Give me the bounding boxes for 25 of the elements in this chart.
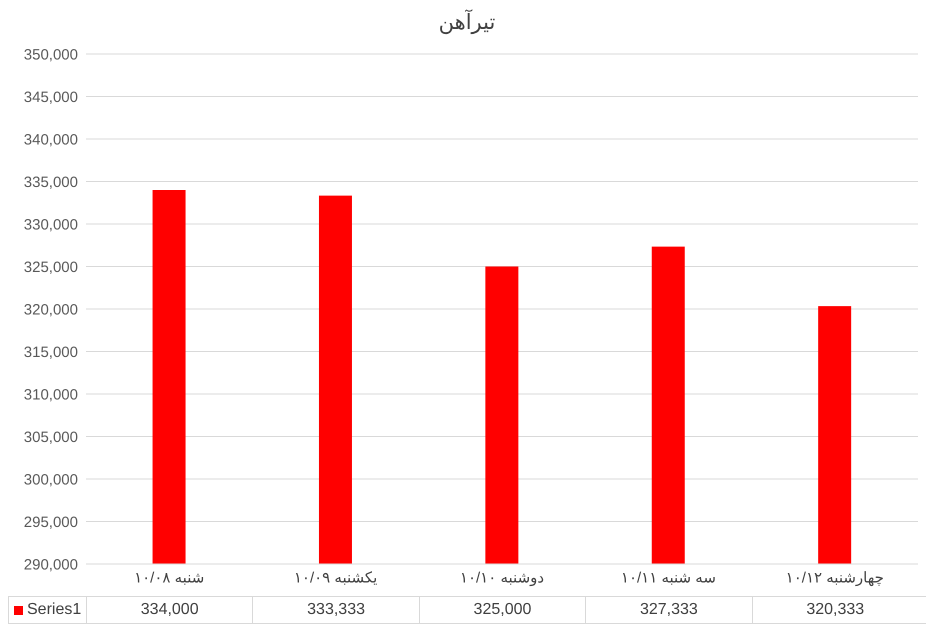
y-tick-label: 310,000 (24, 386, 78, 404)
x-tick-label: شنبه ۱۰/۰۸ (134, 570, 204, 587)
y-tick-label: 345,000 (24, 88, 78, 106)
y-tick-label: 320,000 (24, 301, 78, 318)
y-tick-label: 300,000 (24, 471, 78, 488)
data-label: 320,333 (752, 597, 918, 623)
data-label: 334,000 (86, 597, 252, 623)
data-label: 333,333 (252, 597, 419, 623)
x-tick-label: چهارشنبه ۱۰/۱۲ (786, 570, 884, 587)
legend-label: Series1 (8, 597, 86, 623)
y-tick-label: 315,000 (24, 344, 78, 361)
data-label: 325,000 (418, 597, 586, 623)
y-tick-label: 330,000 (24, 216, 78, 234)
data-label: 327,333 (585, 597, 752, 623)
y-tick-label: 305,000 (24, 428, 78, 446)
x-tick-label: دوشنبه ۱۰/۱۰ (460, 570, 544, 587)
chart-title: تیرآهن (438, 8, 496, 36)
x-tick-label: سه شنبه ۱۰/۱۱ (620, 570, 716, 587)
y-tick-label: 290,000 (24, 556, 78, 574)
y-tick-label: 350,000 (24, 46, 78, 64)
y-tick-label: 335,000 (24, 174, 78, 191)
y-tick-label: 295,000 (24, 514, 78, 531)
y-tick-label: 325,000 (24, 258, 78, 276)
y-tick-label: 340,000 (24, 131, 78, 148)
x-tick-label: یکشنبه ۱۰/۰۹ (294, 570, 378, 587)
